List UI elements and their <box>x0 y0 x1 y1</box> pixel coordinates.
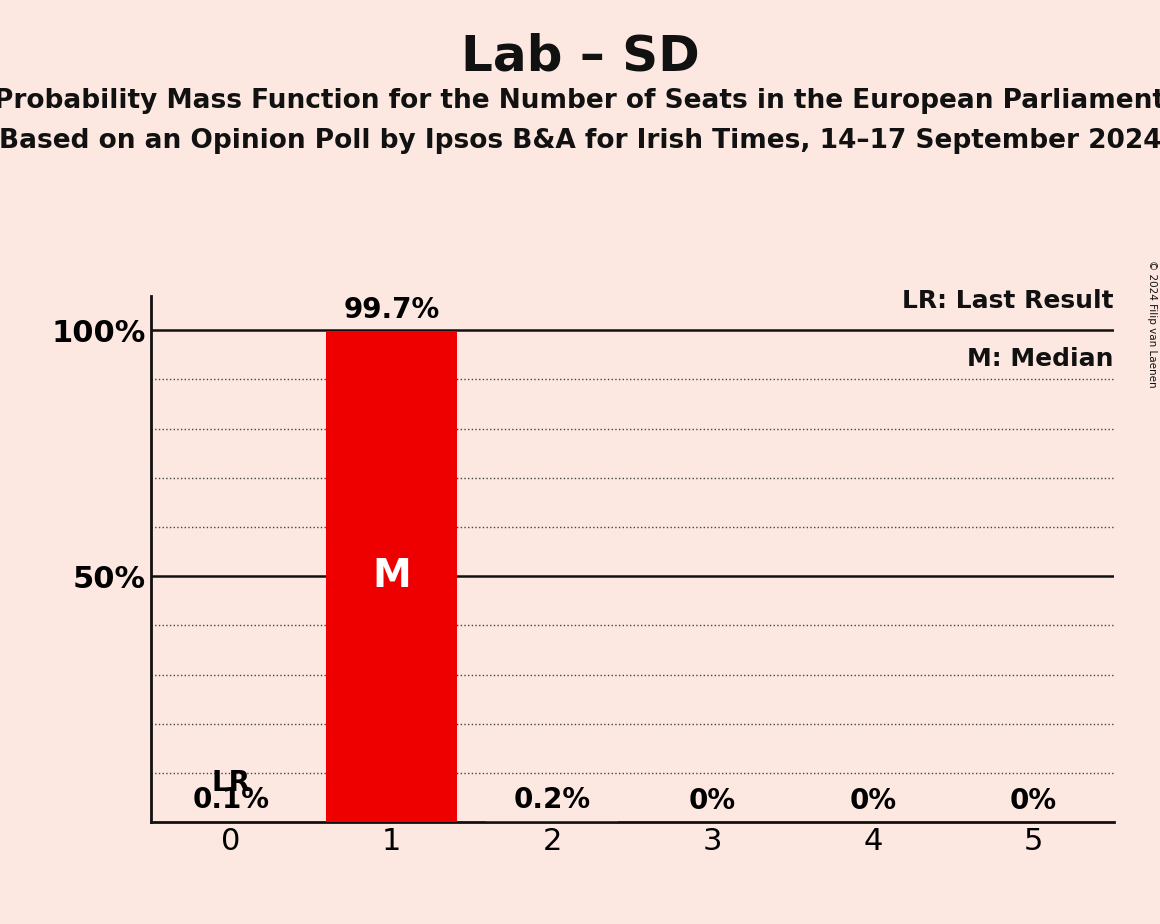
Bar <box>326 332 457 822</box>
Text: 0%: 0% <box>849 787 897 815</box>
Text: 0%: 0% <box>689 787 735 815</box>
Text: M: M <box>372 557 411 595</box>
Text: 0%: 0% <box>1010 787 1057 815</box>
Text: LR: LR <box>211 769 251 797</box>
Text: M: Median: M: Median <box>967 347 1114 371</box>
Text: Probability Mass Function for the Number of Seats in the European Parliament: Probability Mass Function for the Number… <box>0 88 1160 114</box>
Text: 0.1%: 0.1% <box>193 786 269 814</box>
Text: 0.2%: 0.2% <box>514 786 590 814</box>
Text: Based on an Opinion Poll by Ipsos B&A for Irish Times, 14–17 September 2024: Based on an Opinion Poll by Ipsos B&A fo… <box>0 128 1160 153</box>
Text: © 2024 Filip van Laenen: © 2024 Filip van Laenen <box>1147 260 1157 387</box>
Text: Lab – SD: Lab – SD <box>461 32 699 80</box>
Text: 99.7%: 99.7% <box>343 297 440 324</box>
Text: LR: Last Result: LR: Last Result <box>902 289 1114 313</box>
Bar <box>486 821 618 822</box>
